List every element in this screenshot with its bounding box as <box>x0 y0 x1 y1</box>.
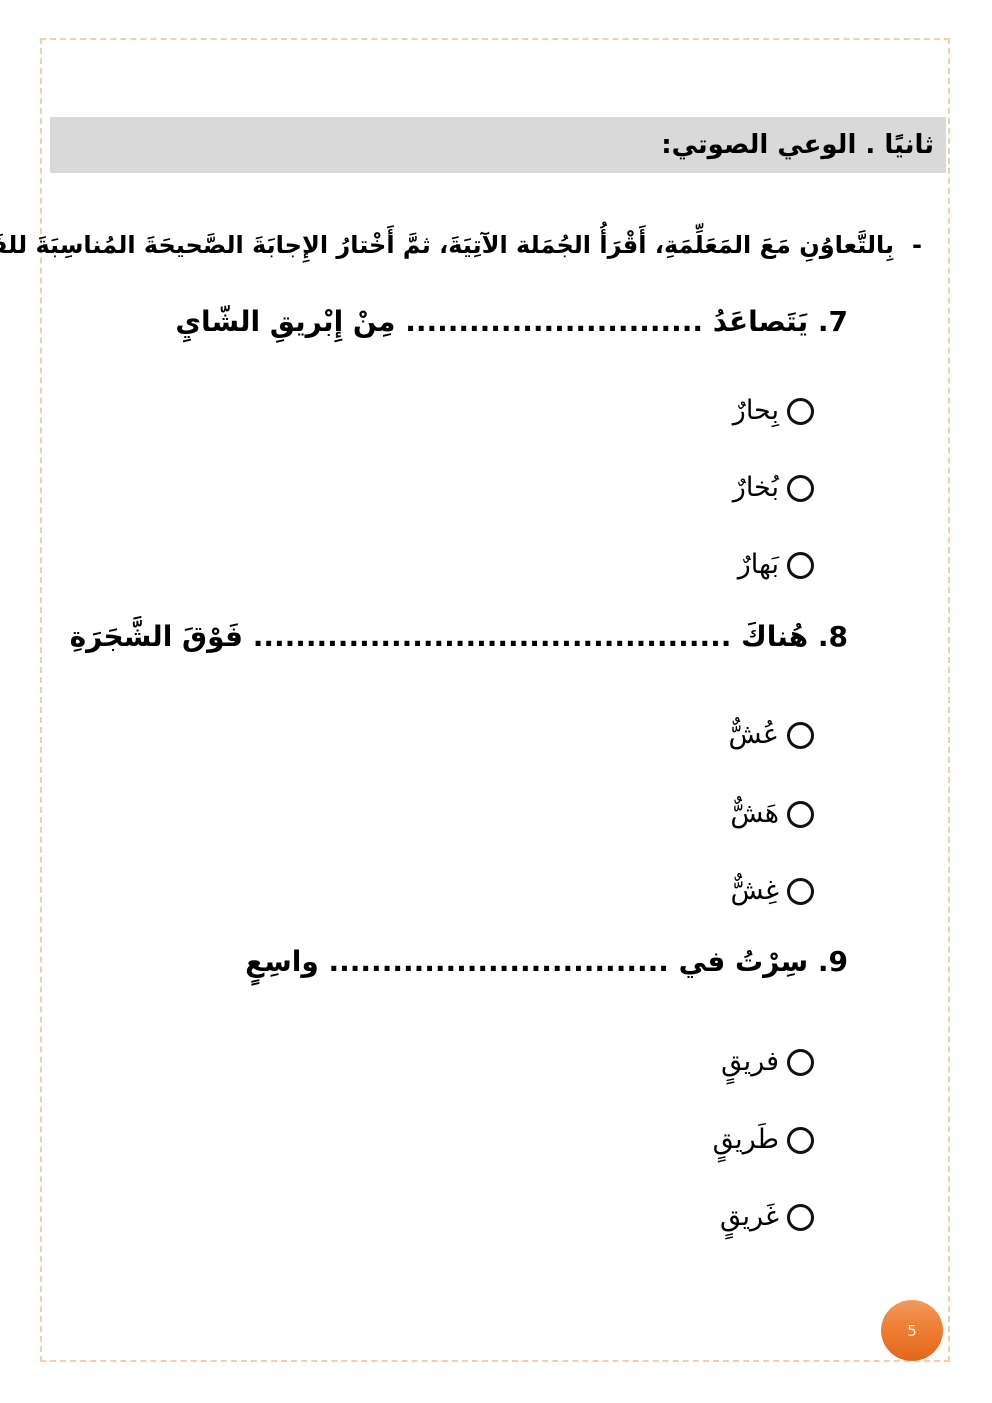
section-title: ثانيًا . الوعي الصوتي: <box>661 130 934 160</box>
question-8-option-3[interactable]: غِشٌّ <box>730 874 814 908</box>
radio-circle-icon[interactable] <box>787 1126 814 1154</box>
question-9-sentence: 9. سِرْتُ في ...........................… <box>245 945 848 978</box>
instruction-line: -بِالتَّعاوُنِ مَعَ المَعَلِّمَةِ، أَقْر… <box>0 224 922 266</box>
radio-circle-icon[interactable] <box>787 877 814 905</box>
option-label: غَريقٍ <box>719 1201 779 1232</box>
question-9-text: 9. سِرْتُ في ...........................… <box>245 941 848 983</box>
option-label: بُخارٌ <box>732 472 779 503</box>
question-7-option-3[interactable]: بَهارٌ <box>738 548 814 582</box>
radio-circle-icon[interactable] <box>787 721 814 749</box>
page-number-badge: 5 <box>881 1300 943 1361</box>
option-label: بِحارٌ <box>732 395 779 426</box>
option-label: طَريقٍ <box>712 1124 779 1155</box>
question-9-option-1[interactable]: فريقٍ <box>721 1045 814 1079</box>
radio-circle-icon[interactable] <box>787 1048 814 1076</box>
radio-circle-icon[interactable] <box>787 474 814 502</box>
option-label: غِشٌّ <box>730 875 779 906</box>
page-number: 5 <box>907 1321 917 1340</box>
question-8-option-2[interactable]: هَشٌّ <box>730 797 814 831</box>
question-7-option-1[interactable]: بِحارٌ <box>733 394 814 428</box>
radio-circle-icon[interactable] <box>787 1203 814 1231</box>
question-7-option-2[interactable]: بُخارٌ <box>733 471 814 505</box>
radio-circle-icon[interactable] <box>787 551 814 579</box>
option-label: هَشٌّ <box>730 798 779 829</box>
section-header-bar: ثانيًا . الوعي الصوتي: <box>50 117 946 173</box>
question-8-option-1[interactable]: عُشٌّ <box>728 718 814 752</box>
instruction-dash: - <box>912 231 922 259</box>
option-label: فريقٍ <box>721 1046 779 1077</box>
question-9-option-3[interactable]: غَريقٍ <box>720 1200 814 1234</box>
instruction-text: بِالتَّعاوُنِ مَعَ المَعَلِّمَةِ، أَقْرَ… <box>0 231 895 259</box>
radio-circle-icon[interactable] <box>787 397 814 425</box>
question-8-sentence: 8. هُناكَ ..............................… <box>69 620 848 653</box>
question-8-text: 8. هُناكَ ..............................… <box>70 616 848 658</box>
option-label: عُشٌّ <box>728 719 779 750</box>
question-7-sentence: 7. يَتَصاعَدُ ..........................… <box>175 305 848 338</box>
question-7-text: 7. يَتَصاعَدُ ..........................… <box>175 301 848 343</box>
option-label: بَهارٌ <box>737 549 779 580</box>
radio-circle-icon[interactable] <box>787 800 814 828</box>
question-9-option-2[interactable]: طَريقٍ <box>713 1123 814 1157</box>
